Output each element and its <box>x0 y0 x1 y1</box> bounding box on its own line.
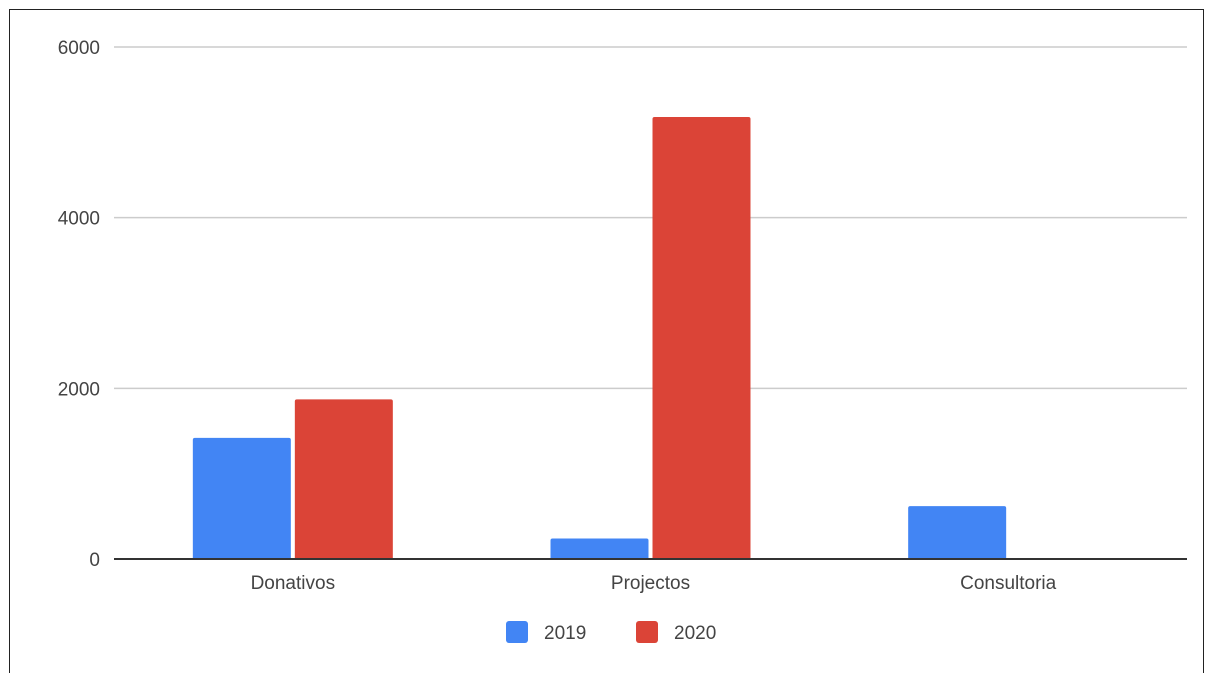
bar-chart: 0 2000 4000 6000 Donativos Projectos Consulto… <box>58 38 1187 644</box>
bar-2020-projectos <box>652 116 751 560</box>
x-category-label: Donativos <box>251 573 336 594</box>
legend-label: 2019 <box>544 623 586 644</box>
y-tick-label: 2000 <box>58 379 100 400</box>
x-category-label: Projectos <box>611 573 690 594</box>
x-category-label: Consultoria <box>960 573 1057 594</box>
y-tick-label: 0 <box>89 550 100 571</box>
legend: 2019 2020 <box>506 621 716 644</box>
legend-swatch <box>636 621 658 643</box>
legend-item-2019: 2019 <box>506 621 586 644</box>
x-axis-category-labels: Donativos Projectos Consultoria <box>251 573 1057 594</box>
y-tick-label: 6000 <box>58 38 100 59</box>
y-tick-label: 4000 <box>58 209 100 230</box>
bar-2019-projectos <box>550 538 649 559</box>
bar-2020-donativos <box>294 399 393 559</box>
legend-swatch <box>506 621 528 643</box>
bar-2019-consultoria <box>908 506 1007 559</box>
legend-item-2020: 2020 <box>636 621 716 644</box>
y-axis-tick-labels: 0 2000 4000 6000 <box>58 38 100 571</box>
legend-label: 2020 <box>674 623 716 644</box>
bars <box>192 116 1007 560</box>
bar-2019-donativos <box>192 437 291 559</box>
gridlines <box>114 46 1187 390</box>
chart-frame: 0 2000 4000 6000 Donativos Projectos Consulto… <box>9 9 1204 673</box>
